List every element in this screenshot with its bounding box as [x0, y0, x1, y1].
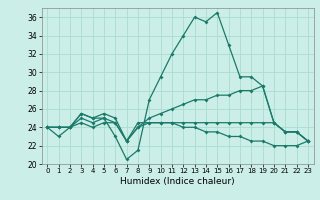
- X-axis label: Humidex (Indice chaleur): Humidex (Indice chaleur): [120, 177, 235, 186]
